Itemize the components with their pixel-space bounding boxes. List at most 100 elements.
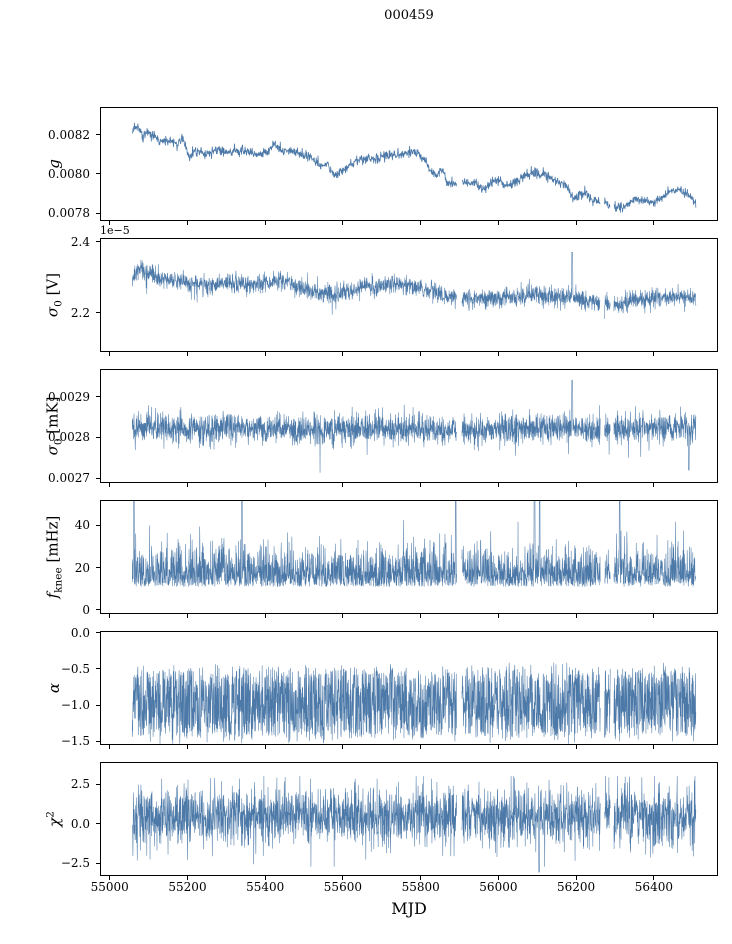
x-tick-mark [420, 221, 422, 225]
y-tick-label: 0.0027 [48, 471, 90, 486]
y-tick-label: 0.0028 [48, 430, 90, 445]
x-tick-mark [342, 352, 344, 356]
y-tick-mark [96, 134, 100, 135]
x-tick-mark [575, 745, 577, 749]
x-tick-mark [420, 614, 422, 618]
subplot-fknee [100, 500, 718, 614]
y-tick-label: −0.5 [60, 661, 90, 676]
y-tick-mark [96, 632, 100, 633]
x-tick-mark [420, 876, 422, 880]
x-tick-mark [497, 483, 499, 487]
x-tick-mark [187, 745, 188, 749]
y-tick-label: 0.0 [70, 625, 90, 640]
y-tick-label: 0 [82, 602, 90, 617]
y-tick-label: 2.2 [70, 305, 90, 320]
y-tick-mark [96, 312, 100, 314]
y-axis-label-g: g [45, 159, 63, 169]
figure-title: 000459 [384, 8, 434, 23]
x-tick-mark [109, 483, 111, 487]
y-axis-label-alpha: α [45, 682, 63, 694]
x-tick-label: 56000 [479, 880, 518, 894]
x-tick-mark [342, 876, 344, 880]
x-tick-mark [653, 614, 655, 618]
x-tick-mark [342, 745, 344, 749]
x-tick-mark [109, 352, 111, 356]
x-tick-mark [575, 221, 577, 225]
y-axis-label-chi2: χ2 [44, 811, 64, 827]
x-tick-mark [264, 352, 266, 356]
y-tick-label: 2.5 [70, 777, 90, 792]
y-tick-mark [96, 862, 100, 864]
x-tick-label: 55200 [168, 880, 207, 894]
y-tick-label: 20 [74, 560, 90, 575]
y-tick-mark [96, 524, 100, 526]
y-tick-mark [96, 783, 100, 785]
x-tick-label: 55800 [401, 880, 440, 894]
y-tick-mark [96, 740, 100, 742]
x-tick-mark [653, 352, 655, 356]
y-tick-mark [96, 436, 100, 438]
y-tick-mark [96, 477, 100, 479]
x-tick-mark [497, 614, 499, 618]
x-tick-mark [187, 221, 188, 225]
x-tick-mark [187, 483, 188, 487]
x-tick-mark [575, 352, 577, 356]
y-tick-label: 2.4 [70, 234, 90, 249]
y-tick-label: 0.0080 [48, 166, 90, 181]
subplot-alpha [100, 631, 718, 745]
x-tick-mark [653, 483, 655, 487]
y-tick-mark [96, 704, 100, 706]
x-tick-mark [187, 876, 188, 880]
x-tick-mark [420, 745, 422, 749]
y-axis-label-fknee: fknee [mHz] [43, 515, 65, 599]
x-tick-mark [653, 876, 655, 880]
x-tick-mark [420, 483, 422, 487]
x-tick-mark [187, 614, 188, 618]
y-tick-mark [96, 823, 100, 825]
x-tick-mark [575, 483, 577, 487]
x-tick-label: 55400 [246, 880, 285, 894]
y-tick-mark [96, 241, 100, 243]
y-tick-label: 40 [74, 518, 90, 533]
x-tick-mark [187, 352, 188, 356]
x-tick-mark [575, 614, 577, 618]
y-tick-label: −1.0 [60, 698, 90, 713]
x-tick-label: 56400 [634, 880, 673, 894]
subplot-sigma0-v [100, 238, 718, 352]
x-axis-label: MJD [391, 899, 427, 918]
y-axis-label-sigma0-v: σ0 [V] [43, 272, 65, 318]
x-tick-mark [497, 221, 499, 225]
y-tick-label: 0.0078 [48, 206, 90, 221]
x-tick-mark [109, 876, 111, 880]
x-tick-mark [109, 221, 111, 225]
y-tick-mark [96, 567, 100, 569]
x-tick-label: 55000 [90, 880, 129, 894]
x-tick-mark [264, 614, 266, 618]
y-tick-mark [96, 668, 100, 670]
x-tick-mark [264, 745, 266, 749]
y-tick-mark [96, 212, 100, 214]
y-axis-label-sigma0-mk: σ0 [mK] [43, 396, 65, 456]
x-tick-label: 55600 [323, 880, 362, 894]
subplot-g [100, 107, 718, 221]
x-tick-mark [497, 745, 499, 749]
x-tick-mark [497, 876, 499, 880]
subplot-chi2 [100, 762, 718, 876]
x-tick-mark [420, 352, 422, 356]
x-tick-mark [497, 352, 499, 356]
x-tick-mark [264, 221, 266, 225]
x-tick-mark [653, 221, 655, 225]
x-tick-mark [109, 745, 111, 749]
y-tick-mark [96, 396, 100, 398]
x-tick-mark [264, 483, 266, 487]
y-tick-label: −2.5 [60, 856, 90, 871]
x-tick-mark [264, 876, 266, 880]
y-tick-mark [96, 609, 100, 611]
y-tick-mark [96, 173, 100, 175]
y-axis-offset-label: 1e−5 [100, 224, 130, 237]
subplot-sigma0-mk [100, 369, 718, 483]
x-tick-label: 56200 [557, 880, 596, 894]
y-tick-label: −1.5 [60, 734, 90, 749]
x-tick-mark [342, 483, 344, 487]
